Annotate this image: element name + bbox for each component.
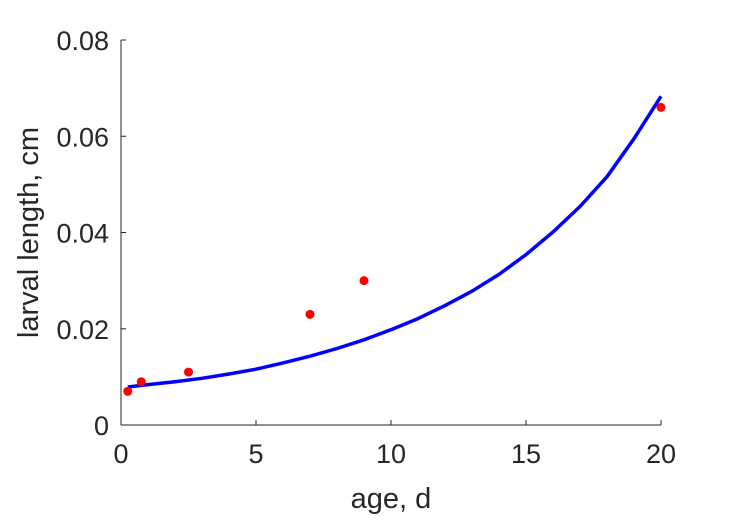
y-tick-label: 0 <box>94 411 109 441</box>
data-point <box>656 102 666 112</box>
y-tick-label: 0.06 <box>56 122 109 152</box>
plot-area <box>123 95 666 396</box>
y-axis-ticks: 0 0.02 0.04 0.06 0.08 <box>56 26 126 441</box>
x-tick-label: 0 <box>113 439 128 469</box>
y-axis-label: larval length, cm <box>13 127 45 338</box>
x-tick-label: 15 <box>511 439 541 469</box>
x-axis-ticks: 0 5 10 15 20 <box>113 420 676 469</box>
y-tick-label: 0.04 <box>56 219 109 249</box>
y-tick-label: 0.08 <box>56 26 109 56</box>
x-tick-label: 20 <box>646 439 676 469</box>
y-tick-label: 0.02 <box>56 315 109 345</box>
data-point <box>359 276 369 286</box>
data-point <box>184 367 193 377</box>
data-point <box>136 377 146 387</box>
x-tick-label: 5 <box>248 439 263 469</box>
data-point <box>305 309 315 319</box>
x-axis-label: age, d <box>351 483 432 515</box>
data-point <box>123 386 133 396</box>
x-tick-label: 10 <box>376 439 406 469</box>
fit-curve <box>127 95 663 389</box>
